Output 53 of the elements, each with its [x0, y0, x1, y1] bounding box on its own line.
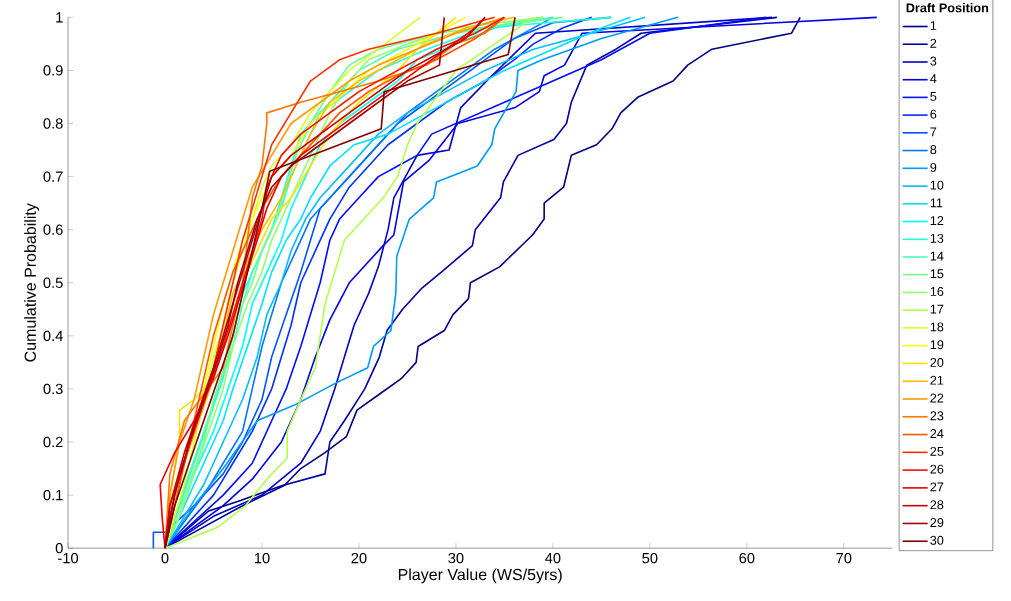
- x-axis-title: Player Value (WS/5yrs): [398, 568, 562, 584]
- legend-label: 24: [930, 429, 944, 438]
- y-axis-title: Cumulative Probability: [24, 203, 40, 362]
- y-tick-label: 0.3: [43, 383, 63, 395]
- y-tick-label: 0.1: [43, 489, 63, 501]
- legend-label: 20: [930, 357, 944, 367]
- x-tick-label: 0: [161, 552, 169, 564]
- legend-label: 4: [930, 74, 937, 83]
- legend-label: 17: [930, 304, 944, 314]
- legend-label: 21: [930, 375, 944, 385]
- x-tick-label: -10: [58, 552, 79, 564]
- legend-label: 1: [930, 21, 937, 30]
- legend-label: 30: [930, 535, 944, 545]
- legend-label: 15: [930, 269, 944, 279]
- y-tick-label: 0.5: [43, 277, 63, 288]
- x-tick-label: 70: [836, 552, 852, 564]
- legend-label: 6: [930, 109, 937, 119]
- legend-title: Draft Position: [906, 2, 989, 13]
- y-tick-label: 0.4: [43, 330, 63, 341]
- x-tick-label: 20: [351, 552, 367, 564]
- legend-label: 3: [930, 56, 937, 66]
- legend-label: 13: [930, 233, 944, 243]
- legend-label: 7: [930, 127, 937, 137]
- y-tick-label: 0.6: [43, 224, 63, 235]
- legend-label: 22: [930, 393, 944, 403]
- legend-label: 26: [930, 464, 944, 474]
- x-tick-label: 30: [448, 552, 464, 564]
- x-tick-label: 40: [545, 552, 561, 564]
- y-tick-label: 1: [56, 12, 63, 23]
- legend-label: 14: [930, 251, 944, 261]
- legend-label: 28: [930, 500, 944, 510]
- legend-label: 23: [930, 411, 944, 421]
- legend-label: 27: [930, 482, 944, 492]
- legend-label: 2: [930, 38, 937, 48]
- x-tick-label: 10: [254, 552, 270, 564]
- legend-label: 5: [930, 91, 937, 101]
- y-tick-label: 0: [55, 542, 63, 554]
- legend-label: 12: [930, 216, 944, 225]
- legend-label: 16: [930, 286, 944, 296]
- legend-label: 11: [930, 198, 943, 208]
- legend-label: 29: [930, 517, 944, 527]
- legend-label: 8: [930, 145, 937, 154]
- legend-label: 9: [930, 162, 937, 172]
- y-tick-label: 0.8: [43, 118, 63, 129]
- legend-label: 19: [930, 340, 944, 350]
- legend-label: 18: [930, 322, 944, 332]
- y-tick-label: 0.9: [43, 65, 63, 76]
- legend-label: 10: [930, 180, 944, 190]
- legend-label: 25: [930, 446, 944, 456]
- y-tick-label: 0.7: [43, 171, 63, 182]
- y-tick-label: 0.2: [43, 436, 63, 448]
- x-tick-label: 50: [642, 552, 658, 564]
- x-tick-label: 60: [739, 552, 755, 564]
